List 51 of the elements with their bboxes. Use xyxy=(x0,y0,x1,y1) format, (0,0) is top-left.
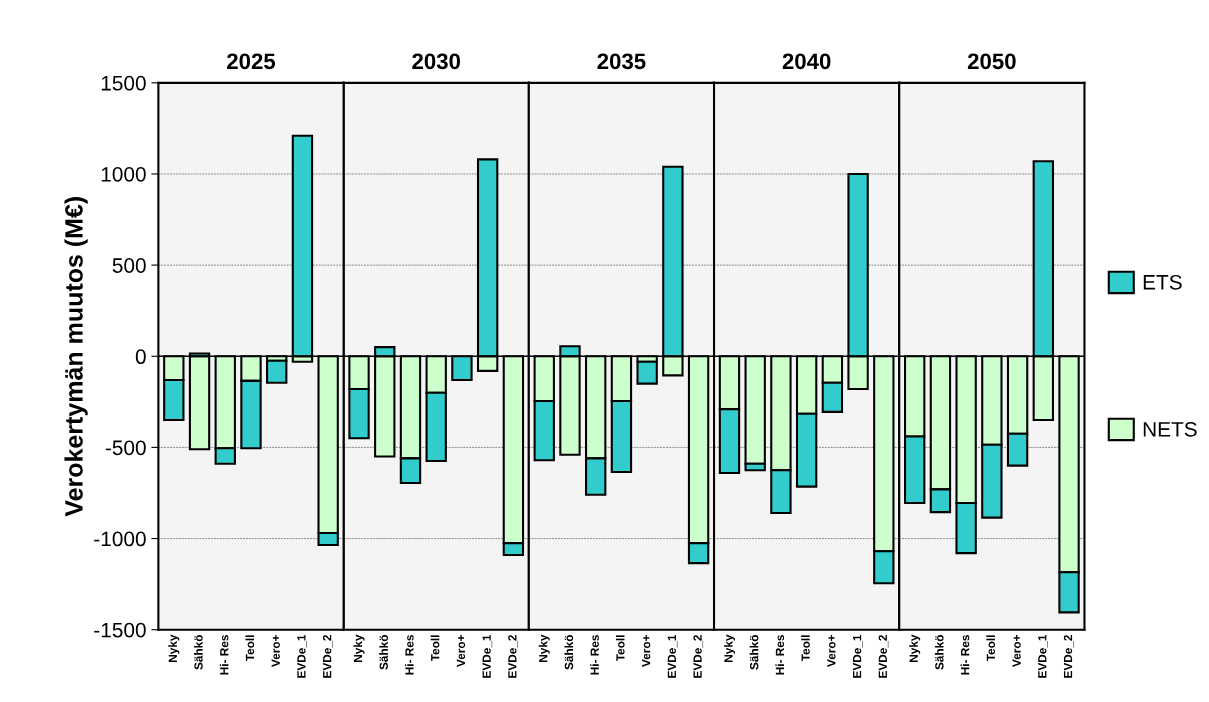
x-tick-label: EVDe_1 xyxy=(482,634,493,678)
y-tick-label: 500 xyxy=(112,258,146,273)
x-tick-label: EVDe_1 xyxy=(1038,634,1048,678)
chart-title: 2035 xyxy=(597,53,646,70)
x-tick-label: Hi- Res xyxy=(404,635,414,675)
x-tick-label: EVDe_2 xyxy=(878,635,889,678)
x-tick-label: EVDe_2 xyxy=(693,635,704,678)
x-tick-label: Hi- Res xyxy=(960,635,970,675)
x-tick-label: Vero+ xyxy=(271,635,280,667)
x-tick-label: EVDe_2 xyxy=(1063,635,1074,678)
x-tick-label: Sähkö xyxy=(194,635,203,670)
y-tick-label: -1000 xyxy=(94,531,146,547)
x-tick-label: Teoll xyxy=(801,635,810,662)
x-tick-label: EVDe_1 xyxy=(667,634,678,678)
x-tick-label: EVDe_1 xyxy=(297,634,307,678)
chart-title: 2025 xyxy=(227,53,276,70)
x-tick-label: Teoll xyxy=(430,635,440,662)
x-tick-label: Nyky xyxy=(168,634,180,662)
chart-title: 2030 xyxy=(412,53,461,70)
x-tick-label: EVDe_2 xyxy=(322,635,333,678)
x-tick-label: Vero+ xyxy=(827,635,836,667)
legend-label: ETS xyxy=(1143,274,1182,290)
chart-title: 2050 xyxy=(967,53,1016,70)
x-tick-label: Sähkö xyxy=(564,635,574,670)
x-tick-label: Vero+ xyxy=(456,635,466,667)
x-tick-label: Hi- Res xyxy=(219,635,229,675)
chart-title: 2040 xyxy=(782,53,831,70)
x-tick-label: Nyky xyxy=(353,634,365,662)
x-tick-label: Hi- Res xyxy=(775,635,785,675)
x-tick-label: Sähkö xyxy=(749,635,759,670)
x-tick-label: Sähkö xyxy=(379,635,388,670)
x-tick-label: Sähkö xyxy=(934,635,944,670)
x-tick-label: Nyky xyxy=(723,634,735,662)
x-tick-label: Vero+ xyxy=(642,635,651,667)
x-tick-label: Nyky xyxy=(909,634,921,662)
y-tick-label: 1500 xyxy=(101,75,146,91)
y-tick-label: -500 xyxy=(105,440,146,456)
x-tick-label: EVDe_2 xyxy=(508,635,518,678)
y-tick-label: 1000 xyxy=(101,166,146,182)
bar xyxy=(266,359,288,384)
x-tick-label: Teoll xyxy=(245,635,255,662)
y-axis-title: Verokertymän muutos (M€) xyxy=(64,197,88,517)
x-tick-label: Vero+ xyxy=(1012,635,1021,667)
x-tick-label: Nyky xyxy=(538,634,550,662)
x-tick-label: Teoll xyxy=(986,635,996,662)
y-tick-label: -1500 xyxy=(94,622,146,638)
x-tick-label: Hi- Res xyxy=(590,635,599,675)
x-tick-label: EVDe_1 xyxy=(853,634,863,678)
y-tick-label: 0 xyxy=(135,349,146,365)
legend-label: NETS xyxy=(1143,421,1197,437)
x-tick-label: Teoll xyxy=(615,635,625,662)
